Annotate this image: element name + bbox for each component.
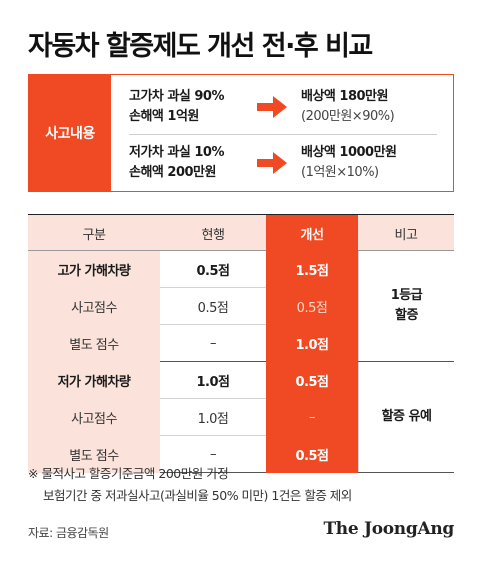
row-label: 별도 점수 [28,436,160,473]
row-label: 사고점수 [28,288,160,325]
row-improved: 1.0점 [266,325,358,362]
accident-case: 고가차 과실 90% 손해액 1억원 배상액 180만원 (200만원×90%) [129,87,449,131]
case-result: 배상액 180만원 (200만원×90%) [301,87,395,127]
remark-group-1: 1등급 할증 [358,251,454,361]
page-title: 자동차 할증제도 개선 전·후 비교 [28,31,373,62]
row-improved: 0.5점 [266,362,358,399]
header-current: 현행 [201,228,225,243]
case-condition-line: 고가차 과실 90% [129,89,224,104]
remark-line: 할증 유예 [381,409,432,424]
remark-line: 할증 [395,308,418,323]
footnote: ※ 물적사고 할증기준금액 200만원 가정 보험기간 중 저과실사고(과실비율… [28,463,352,507]
case-result-formula: (200만원×90%) [301,109,395,124]
row-improved: 1.5점 [266,251,358,288]
header-improved: 개선 [266,215,358,252]
table-row: 별도 점수 – 1.0점 [28,325,454,362]
header-remarks: 비고 [394,228,418,243]
case-condition: 고가차 과실 90% 손해액 1억원 [129,87,224,127]
footnote-line: ※ 물적사고 할증기준금액 200만원 가정 [28,466,229,481]
case-condition-line: 저가차 과실 10% [129,145,224,160]
source-credit: 자료: 금융감독원 [28,526,109,540]
case-result-formula: (1억원×10%) [301,165,379,180]
row-current: 1.0점 [197,412,229,427]
table-row: 별도 점수 – 0.5점 [28,436,454,473]
row-improved: 0.5점 [266,436,358,473]
case-result: 배상액 1000만원 (1억원×10%) [301,143,397,183]
row-current: 0.5점 [196,264,231,279]
row-label: 사고점수 [28,399,160,436]
table-row: 저가 가해차량 1.0점 0.5점 [28,362,454,399]
accident-label: 사고내용 [29,75,111,191]
footnote-line: 보험기간 중 저과실사고(과실비율 50% 미만) 1건은 할증 제외 [43,488,352,503]
row-improved: – [266,399,358,436]
row-label: 저가 가해차량 [28,362,160,399]
brand-logo: The JoongAng [323,519,454,539]
header-category: 구분 [82,228,106,243]
row-label: 고가 가해차량 [28,251,160,288]
row-current: – [210,447,217,462]
row-improved: 0.5점 [266,288,358,325]
row-current: – [210,336,217,351]
case-condition-line: 손해액 1억원 [129,109,199,124]
divider [129,134,437,135]
right-arrow-icon [257,96,287,118]
table-row: 사고점수 0.5점 0.5점 [28,288,454,325]
remark-line: 1등급 [390,288,423,303]
accident-box: 사고내용 고가차 과실 90% 손해액 1억원 배상액 180만원 (200만원… [28,74,454,192]
table-row: 고가 가해차량 0.5점 1.5점 [28,251,454,288]
case-condition-line: 손해액 200만원 [129,165,216,180]
case-result-amount: 배상액 1000만원 [301,145,397,160]
table-header-row: 구분 현행 개선 비고 [28,214,454,252]
case-result-amount: 배상액 180만원 [301,89,388,104]
row-label: 별도 점수 [28,325,160,362]
case-condition: 저가차 과실 10% 손해액 200만원 [129,143,224,183]
row-current: 0.5점 [197,301,229,316]
accident-case: 저가차 과실 10% 손해액 200만원 배상액 1000만원 (1억원×10%… [129,143,449,187]
row-current: 1.0점 [196,375,231,390]
right-arrow-icon [257,152,287,174]
remark-group-2: 할증 유예 [358,362,454,472]
table-row: 사고점수 1.0점 – [28,399,454,436]
